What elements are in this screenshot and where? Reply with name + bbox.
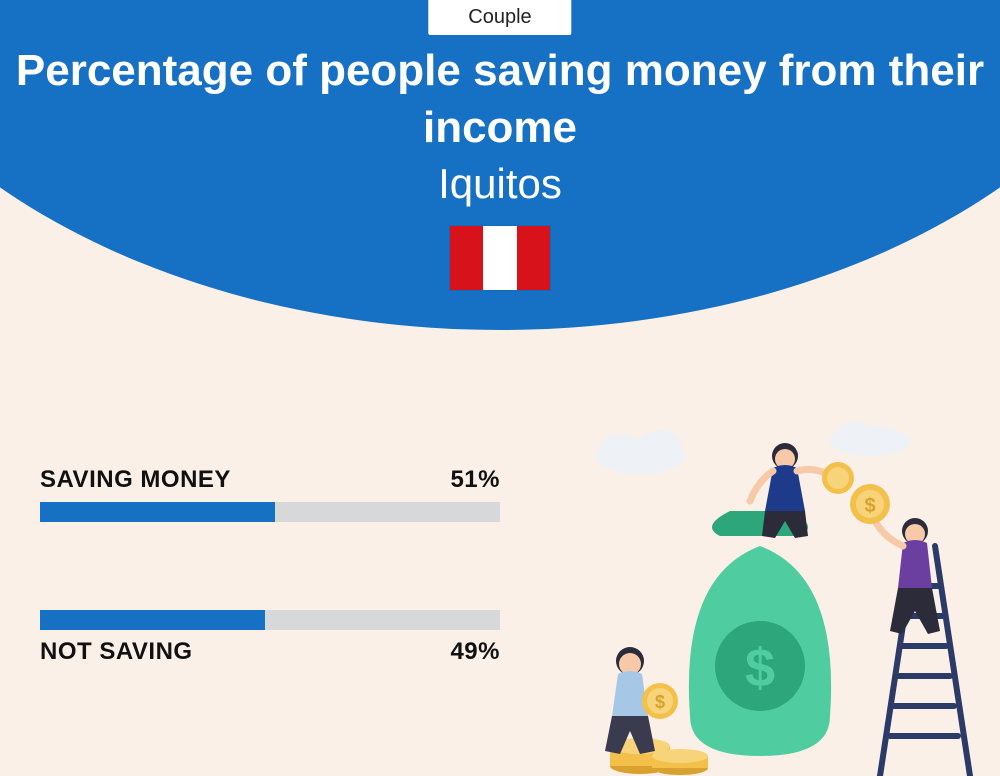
bar-track [40,610,500,630]
bar-value: 49% [450,638,500,666]
bar-fill [40,502,275,522]
person-ladder-icon: $ [850,484,940,634]
flag-stripe-right [517,226,550,290]
header: Percentage of people saving money from t… [0,42,1000,290]
bar-track [40,502,500,522]
flag-stripe-center [483,226,516,290]
bar-label: SAVING MONEY [40,466,231,494]
bar-saving-money: SAVING MONEY 51% [40,466,500,522]
money-bag-icon: $ [689,511,831,756]
cloud-icon [595,430,685,474]
page-title: Percentage of people saving money from t… [0,42,1000,156]
bar-value: 51% [450,466,500,494]
cloud-icon [830,422,910,456]
bar-label: NOT SAVING [40,638,193,666]
category-badge: Couple [428,0,571,35]
savings-illustration: $ $ [570,416,990,776]
bars-section: SAVING MONEY 51% NOT SAVING 49% [40,466,500,754]
person-sitting-icon: $ [605,647,678,754]
peru-flag-icon [450,226,550,290]
flag-stripe-left [450,226,483,290]
svg-text:$: $ [655,692,665,712]
person-top-icon [750,443,854,538]
page-subtitle: Iquitos [0,160,1000,208]
bar-fill [40,610,265,630]
svg-text:$: $ [745,638,775,698]
bar-not-saving: NOT SAVING 49% [40,610,500,666]
svg-text:$: $ [864,495,875,517]
coin-stack-icon [610,738,708,775]
